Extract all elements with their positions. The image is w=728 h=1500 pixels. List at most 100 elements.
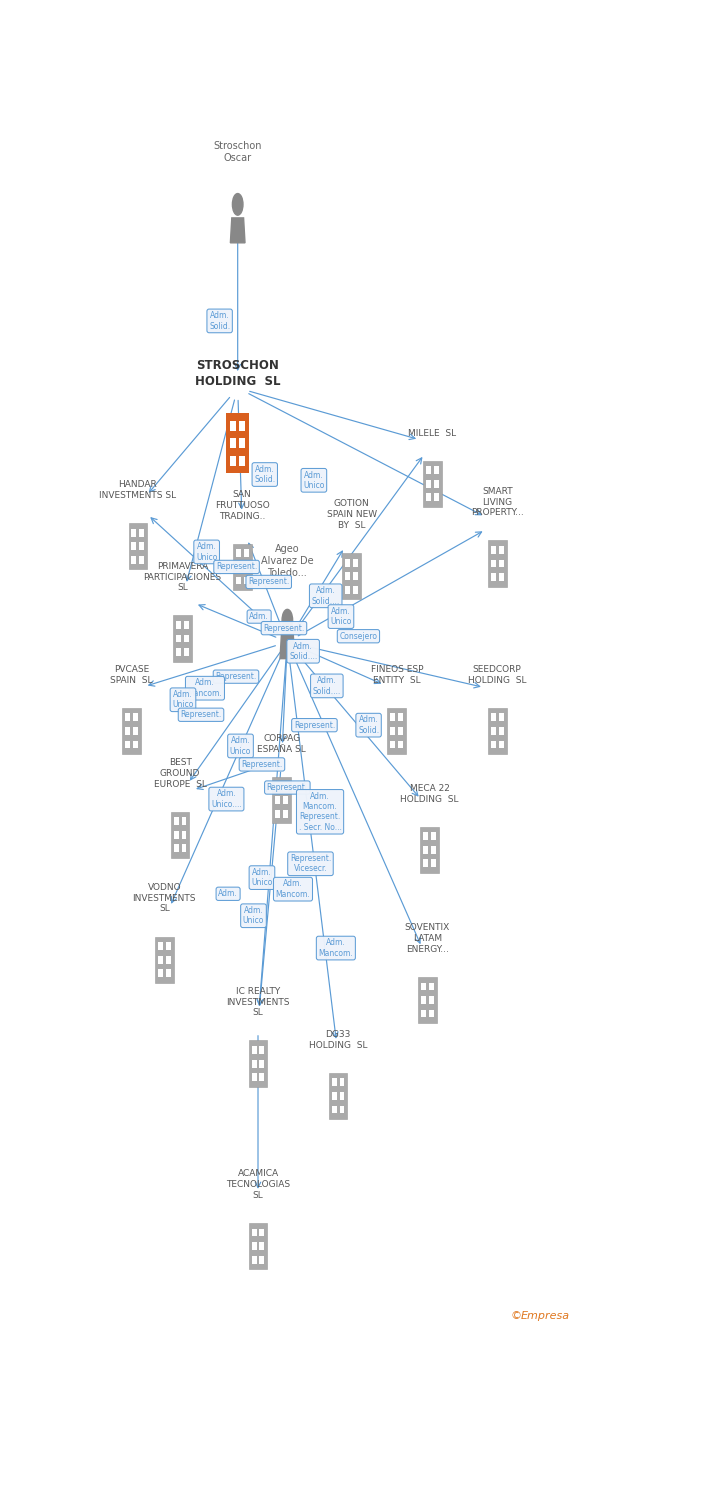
FancyBboxPatch shape [429,1010,434,1017]
FancyBboxPatch shape [491,573,496,580]
FancyBboxPatch shape [125,741,130,748]
FancyBboxPatch shape [236,576,241,585]
FancyBboxPatch shape [353,586,358,594]
Text: Stroschon
Oscar: Stroschon Oscar [213,141,262,162]
FancyBboxPatch shape [332,1106,336,1113]
FancyBboxPatch shape [488,708,507,754]
FancyBboxPatch shape [236,549,241,558]
FancyBboxPatch shape [491,714,496,722]
Text: ACAMICA
TECNOLOGIAS
SL: ACAMICA TECNOLOGIAS SL [226,1170,290,1200]
FancyBboxPatch shape [166,942,170,950]
FancyBboxPatch shape [244,576,248,585]
FancyBboxPatch shape [132,528,136,537]
FancyBboxPatch shape [181,844,186,852]
Text: CORPAG
ESPAÑA SL: CORPAG ESPAÑA SL [257,735,306,754]
FancyBboxPatch shape [252,1072,256,1082]
FancyBboxPatch shape [275,783,280,790]
FancyBboxPatch shape [139,528,144,537]
Text: Represent.: Represent. [215,672,257,681]
Text: Adm.
Solid.: Adm. Solid. [254,465,275,484]
FancyBboxPatch shape [491,741,496,748]
Text: Ageo
Alvarez De
Toledo...: Ageo Alvarez De Toledo... [261,544,314,579]
FancyBboxPatch shape [418,976,437,1023]
FancyBboxPatch shape [426,480,431,488]
Text: Adm.
Unico: Adm. Unico [331,608,352,627]
Text: Represent.: Represent. [181,711,221,720]
Text: Adm.
Solid.: Adm. Solid. [358,716,379,735]
Text: Adm.
Unico: Adm. Unico [303,471,325,490]
FancyBboxPatch shape [171,812,189,858]
FancyBboxPatch shape [184,648,189,656]
FancyBboxPatch shape [434,480,439,488]
FancyBboxPatch shape [283,783,288,790]
FancyBboxPatch shape [240,438,245,448]
FancyBboxPatch shape [125,714,130,722]
FancyBboxPatch shape [259,1046,264,1054]
FancyBboxPatch shape [434,494,439,501]
Text: Adm.
Mancom.
Represent.
. Secr. No...: Adm. Mancom. Represent. . Secr. No... [298,792,341,832]
Text: SMART
LIVING
PROPERTY...: SMART LIVING PROPERTY... [471,488,523,518]
FancyBboxPatch shape [155,936,174,982]
Text: Represent.: Represent. [216,562,257,572]
Text: IC REALTY
INVESTMENTS
SL: IC REALTY INVESTMENTS SL [226,987,290,1017]
FancyBboxPatch shape [275,810,280,818]
FancyBboxPatch shape [283,796,288,804]
Text: Adm.
Solid....: Adm. Solid.... [312,586,340,606]
Text: Adm.
Solid.: Adm. Solid. [209,310,230,330]
Text: Adm.: Adm. [218,890,238,898]
FancyBboxPatch shape [176,634,181,642]
FancyBboxPatch shape [390,728,395,735]
FancyBboxPatch shape [398,714,403,722]
Text: Adm.
Unico: Adm. Unico [243,906,264,926]
FancyBboxPatch shape [499,546,504,554]
FancyBboxPatch shape [426,466,431,474]
FancyBboxPatch shape [275,796,280,804]
Text: Adm.
Mancom.: Adm. Mancom. [188,678,222,698]
FancyBboxPatch shape [132,555,136,564]
Text: Adm.
Unico....: Adm. Unico.... [211,789,242,808]
FancyBboxPatch shape [244,562,248,572]
Text: MILELE  SL: MILELE SL [408,429,456,438]
FancyBboxPatch shape [345,572,350,580]
FancyBboxPatch shape [420,827,439,873]
FancyBboxPatch shape [139,555,144,564]
FancyBboxPatch shape [252,1228,256,1236]
FancyBboxPatch shape [332,1078,336,1086]
Text: SOVENTIX
LATAM
ENERGY...: SOVENTIX LATAM ENERGY... [405,924,450,954]
FancyBboxPatch shape [421,982,426,990]
Text: Empresa: Empresa [521,1311,570,1322]
FancyBboxPatch shape [132,542,136,550]
FancyBboxPatch shape [252,1256,256,1263]
FancyBboxPatch shape [166,956,170,963]
FancyBboxPatch shape [133,741,138,748]
FancyBboxPatch shape [398,741,403,748]
Text: DG33
HOLDING  SL: DG33 HOLDING SL [309,1030,368,1050]
FancyBboxPatch shape [434,466,439,474]
FancyBboxPatch shape [429,996,434,1004]
Text: BEST
GROUND
EUROPE  SL: BEST GROUND EUROPE SL [154,758,207,789]
Text: SEEDCORP
HOLDING  SL: SEEDCORP HOLDING SL [468,664,526,684]
FancyBboxPatch shape [431,833,436,840]
Text: Adm.
Unico: Adm. Unico [230,736,251,756]
FancyBboxPatch shape [342,554,361,600]
Polygon shape [230,217,245,243]
FancyBboxPatch shape [230,420,236,430]
FancyBboxPatch shape [398,728,403,735]
FancyBboxPatch shape [158,942,163,950]
FancyBboxPatch shape [240,420,245,430]
FancyBboxPatch shape [421,1010,426,1017]
FancyBboxPatch shape [174,818,178,825]
FancyBboxPatch shape [184,634,189,642]
FancyBboxPatch shape [259,1059,264,1068]
FancyBboxPatch shape [174,831,178,839]
FancyBboxPatch shape [230,456,236,466]
FancyBboxPatch shape [272,777,291,824]
FancyBboxPatch shape [252,1046,256,1054]
Text: Represent.: Represent. [264,624,304,633]
FancyBboxPatch shape [423,859,428,867]
FancyBboxPatch shape [390,714,395,722]
FancyBboxPatch shape [259,1256,264,1263]
Circle shape [282,609,293,631]
Text: GOTION
SPAIN NEW
BY  SL: GOTION SPAIN NEW BY SL [327,500,376,530]
Text: Adm.
Solid....: Adm. Solid.... [313,676,341,696]
